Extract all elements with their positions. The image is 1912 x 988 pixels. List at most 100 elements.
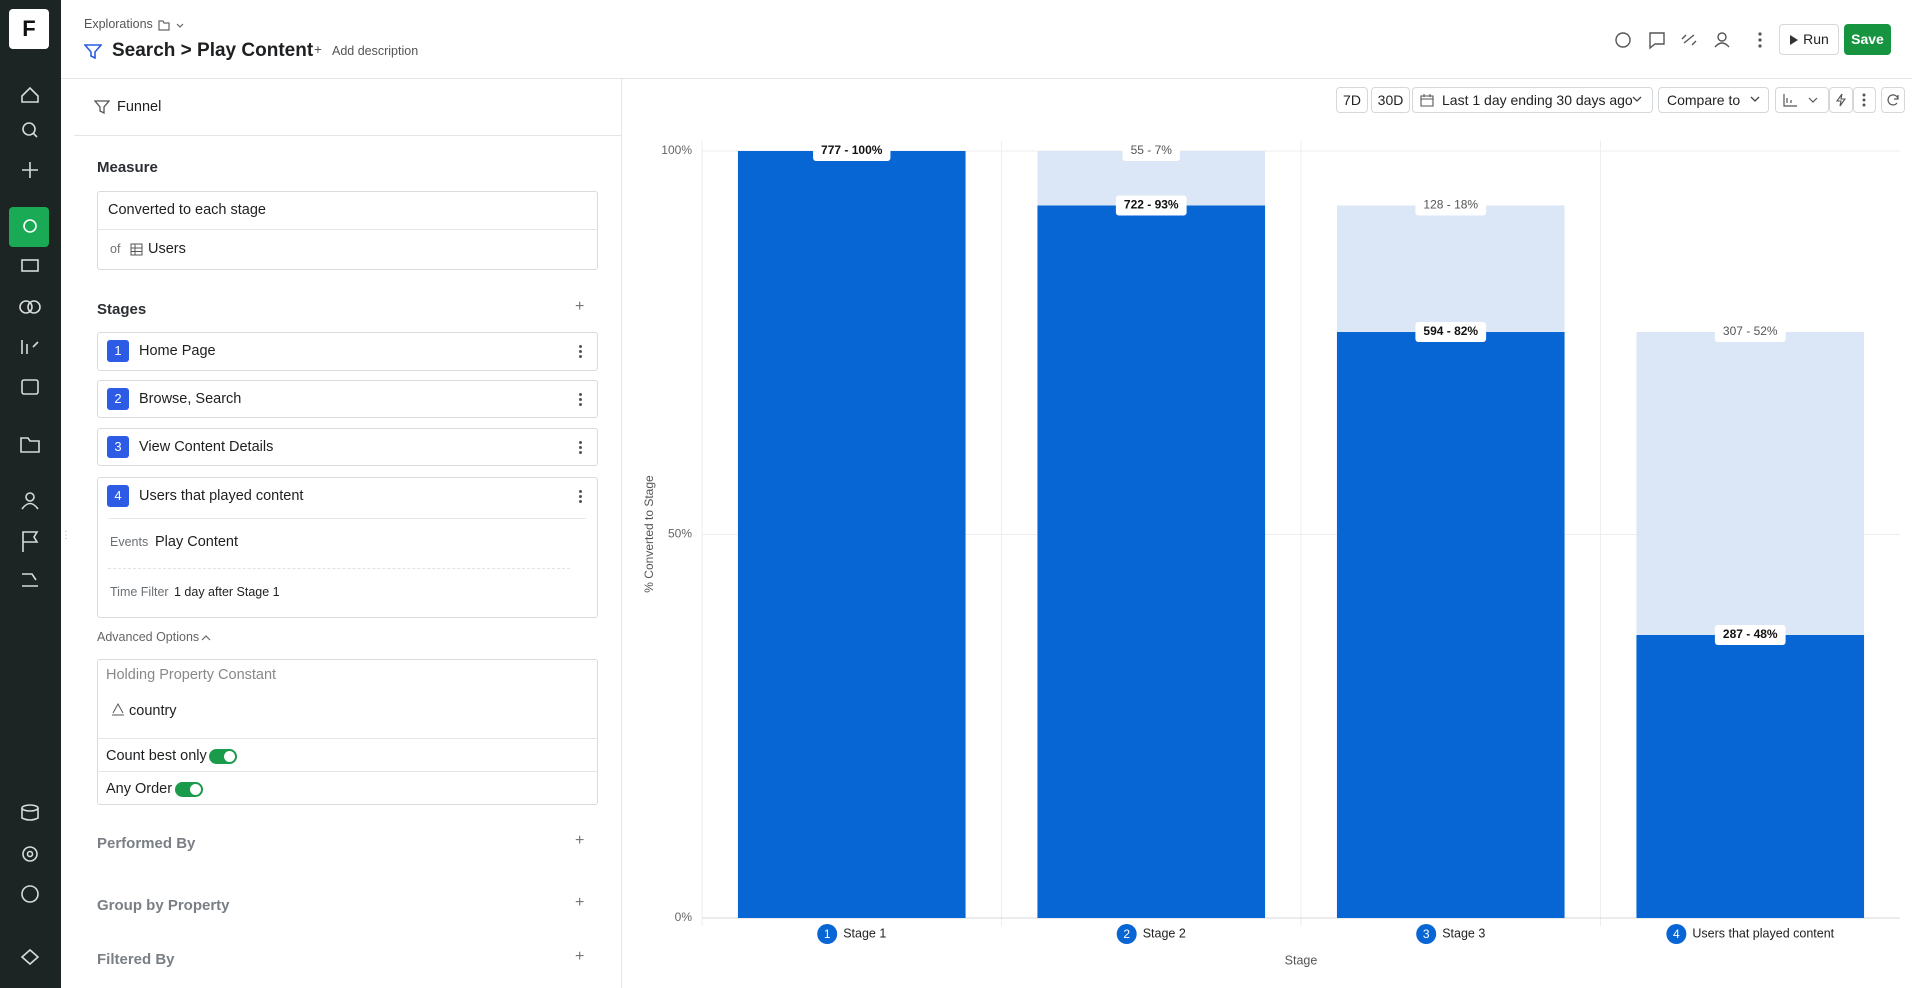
home-icon[interactable] [21, 86, 39, 103]
experiment-icon[interactable] [22, 573, 38, 587]
explore-icon[interactable] [23, 219, 37, 233]
measure-heading: Measure [97, 159, 158, 176]
add-performed-by[interactable]: + [575, 832, 585, 849]
stage-name[interactable]: View Content Details [139, 439, 274, 455]
value-label: 287 - 48% [1714, 624, 1786, 645]
y-axis-title: % Converted to Stage [642, 475, 656, 593]
search-icon[interactable] [22, 122, 36, 136]
calendar-icon [1420, 94, 1434, 107]
divider [74, 135, 622, 136]
y-tick-label: 100% [661, 143, 692, 157]
value-label: 777 - 100% [813, 141, 891, 161]
add-filter[interactable]: + [575, 948, 585, 965]
any-order-toggle[interactable] [175, 782, 203, 797]
stage-name[interactable]: Users that played content [139, 488, 304, 504]
stage-event[interactable]: Play Content [155, 534, 239, 550]
advanced-options[interactable]: Advanced Options [97, 630, 200, 644]
range-7d[interactable]: 7D [1336, 87, 1368, 113]
help-icon[interactable] [21, 885, 39, 903]
breadcrumb[interactable]: Explorations [84, 17, 153, 31]
stage-badge [1116, 924, 1137, 944]
funnel-icon [84, 44, 102, 59]
chart-icon[interactable] [21, 379, 39, 395]
value-label-text: 55 - 7% [1131, 143, 1173, 157]
folder-icon[interactable] [20, 437, 40, 453]
string-icon [112, 703, 124, 716]
performed-by[interactable]: Performed By [97, 835, 196, 852]
measure-entity[interactable]: Users [148, 241, 186, 257]
stage-row[interactable] [97, 428, 598, 466]
workspace-icon[interactable] [20, 948, 40, 966]
date-range[interactable]: Last 1 day ending 30 days ago [1412, 87, 1653, 113]
header-icons [1615, 32, 1762, 50]
measure-metric[interactable]: Converted to each stage [108, 202, 266, 218]
value-label-bg [1122, 141, 1180, 161]
board-icon[interactable] [21, 259, 39, 272]
stage-menu[interactable] [579, 393, 582, 406]
stage-row[interactable] [97, 332, 598, 371]
data-icon[interactable] [21, 804, 39, 812]
share-button[interactable] [1717, 32, 1727, 42]
logo[interactable]: F [9, 9, 49, 49]
stage-row[interactable] [97, 477, 598, 618]
resize-handle[interactable]: ⋮ [61, 530, 71, 541]
help-button[interactable] [1615, 32, 1631, 48]
panel-divider [621, 79, 622, 988]
value-label: 594 - 82% [1415, 322, 1487, 343]
compare-to[interactable]: Compare to [1658, 87, 1769, 113]
filtered-by[interactable]: Filtered By [97, 951, 175, 968]
stage-menu[interactable] [579, 345, 582, 358]
stage-menu[interactable] [579, 441, 582, 454]
any-order: Any Order [106, 781, 173, 797]
count-best-only-toggle[interactable] [209, 749, 237, 764]
settings-icon[interactable] [22, 846, 38, 862]
bar-segment [1336, 332, 1565, 919]
analysis-type[interactable]: Funnel [117, 99, 162, 115]
chart-more-icon [1862, 93, 1866, 107]
holding-property[interactable]: country [129, 703, 177, 719]
add-stage[interactable]: + [575, 298, 585, 315]
events-label: Events [110, 535, 149, 549]
user-icon[interactable] [25, 492, 35, 502]
value-label: 128 - 18% [1415, 195, 1487, 216]
comments-button[interactable] [1649, 32, 1665, 50]
table-icon [130, 243, 143, 256]
bolt-icon [1835, 93, 1847, 107]
stage-name[interactable]: Home Page [139, 343, 216, 359]
stage-badge-number: 2 [1123, 927, 1130, 941]
stage-menu[interactable] [579, 490, 582, 503]
insights-button[interactable] [1829, 87, 1853, 113]
add-description-icon[interactable]: + [314, 42, 322, 57]
divider [97, 738, 598, 739]
more-button[interactable] [1758, 32, 1762, 48]
active-nav-item[interactable] [9, 207, 49, 247]
stage-name[interactable]: Browse, Search [139, 391, 242, 407]
folder-dropdown[interactable] [158, 19, 186, 31]
link-button[interactable] [1681, 34, 1697, 46]
page-title[interactable]: Search > Play Content [112, 40, 314, 61]
add-icon[interactable] [22, 162, 38, 178]
run-button[interactable]: Run [1779, 24, 1839, 55]
holding-label: Holding Property Constant [106, 667, 277, 683]
metrics-icon[interactable] [21, 340, 39, 354]
value-label-text: 722 - 93% [1124, 198, 1179, 212]
stage-row[interactable] [97, 380, 598, 418]
add-group-by[interactable]: + [575, 894, 585, 911]
flag-icon[interactable] [22, 531, 39, 552]
divider [108, 518, 586, 519]
add-description[interactable]: Add description [332, 44, 419, 58]
group-by[interactable]: Group by Property [97, 897, 230, 914]
x-tick-label: Users that played content [1692, 926, 1834, 940]
refresh-button[interactable] [1881, 87, 1905, 113]
stage-badge-number: 1 [824, 927, 831, 941]
x-tick-label: Stage 2 [1143, 926, 1186, 940]
collapse-icon[interactable] [201, 634, 211, 641]
save-button[interactable]: Save [1844, 24, 1891, 55]
x-tick-label: Stage 3 [1442, 926, 1485, 940]
advanced-box [97, 659, 598, 805]
divider [97, 229, 598, 230]
cohort-icon[interactable] [19, 300, 33, 314]
range-30d[interactable]: 30D [1371, 87, 1410, 113]
value-label-text: 594 - 82% [1423, 324, 1478, 338]
time-filter[interactable]: 1 day after Stage 1 [174, 585, 280, 599]
